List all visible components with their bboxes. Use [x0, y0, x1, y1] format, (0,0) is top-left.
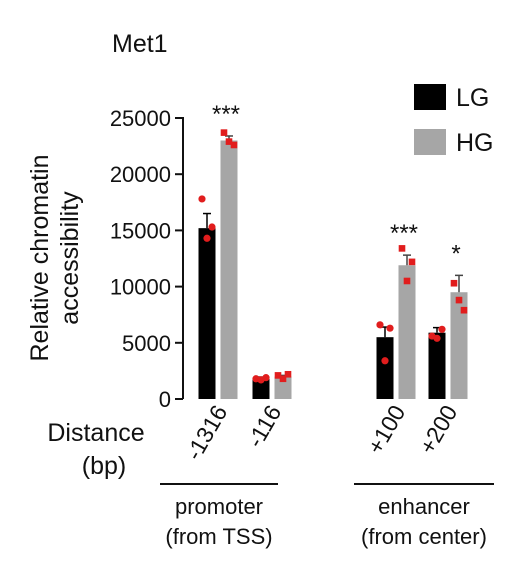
significance-+200: *	[451, 240, 460, 267]
legend-label-HG: HG	[456, 129, 494, 157]
point-HG-+100-2	[408, 258, 416, 266]
point-LG-+100-2	[386, 324, 394, 332]
bar-LG-+100	[376, 337, 394, 399]
bar-LG--116	[252, 378, 270, 399]
bar-HG--116	[274, 376, 292, 399]
point-HG-+200-1	[455, 296, 463, 304]
point-LG--116-2	[262, 374, 270, 382]
point-LG--1316-2	[208, 223, 216, 231]
bar-HG-+200	[450, 292, 468, 399]
point-LG-+100-1	[381, 357, 389, 365]
point-HG-+100-0	[398, 245, 406, 252]
bar-LG-+200	[428, 332, 446, 399]
point-HG-+100-1	[403, 277, 411, 285]
point-LG-+200-1	[433, 334, 441, 342]
point-HG--116-2	[284, 370, 292, 378]
category-groups: promoter (from TSS) enhancer (from center)	[160, 483, 494, 549]
x-axis-title-line-2: (bp)	[82, 452, 126, 480]
point-HG--116-1	[279, 375, 287, 383]
group-label-0-line-1: (from TSS)	[165, 524, 272, 549]
legend: LG HG	[414, 84, 494, 157]
significance--1316: ***	[212, 101, 240, 128]
x-tick-label--1316: -1316	[180, 401, 232, 465]
group-label-1-line-1: (from center)	[361, 524, 487, 549]
point-LG--1316-1	[203, 234, 211, 242]
x-tick-label--116: -116	[242, 401, 287, 452]
legend-swatch-HG	[414, 129, 446, 155]
y-axis-title: Relative chromatin accessibility	[26, 154, 84, 361]
point-HG--116-0	[274, 372, 282, 379]
y-axis: 0 5000 10000 15000 20000 25000	[110, 106, 184, 412]
point-HG--1316-2	[230, 141, 238, 149]
bar-LG--1316	[198, 228, 216, 399]
y-tick-label-4: 20000	[110, 162, 171, 187]
bar-HG-+100	[398, 265, 416, 399]
x-axis-title-line-1: Distance	[47, 419, 144, 447]
point-HG--1316-1	[225, 138, 233, 145]
y-tick-label-5: 25000	[110, 106, 171, 131]
point-LG-+100-0	[376, 321, 384, 329]
x-tick-label-+100: +100	[362, 401, 410, 459]
point-LG-+200-2	[438, 325, 446, 333]
point-HG-+200-0	[450, 279, 458, 287]
y-tick-label-0: 0	[159, 387, 171, 412]
chart-title: Met1	[112, 30, 168, 58]
y-axis-title-line-1: Relative chromatin	[26, 154, 54, 361]
point-HG-+200-2	[460, 306, 468, 314]
point-HG--1316-0	[220, 129, 228, 136]
data-points	[198, 129, 468, 384]
legend-label-LG: LG	[456, 84, 489, 112]
bar-HG--1316	[220, 140, 238, 400]
significance-marks: *******	[212, 101, 461, 267]
significance-+100: ***	[390, 220, 418, 247]
y-tick-label-2: 10000	[110, 275, 171, 300]
point-LG--1316-0	[198, 195, 206, 203]
x-tick-label-+200: +200	[414, 401, 462, 459]
y-tick-label-1: 5000	[122, 331, 171, 356]
y-axis-title-line-2: accessibility	[56, 191, 84, 325]
bars	[198, 135, 468, 400]
y-tick-label-3: 15000	[110, 218, 171, 243]
x-tick-labels: -1316 -116 +100 +200	[180, 401, 462, 465]
group-label-1-line-0: enhancer	[378, 494, 470, 519]
legend-swatch-LG	[414, 84, 446, 110]
group-label-0-line-0: promoter	[175, 494, 263, 519]
